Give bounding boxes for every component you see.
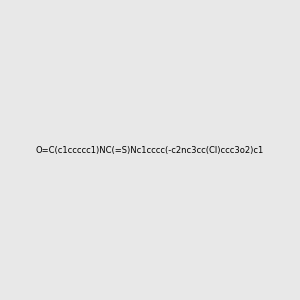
Text: O=C(c1ccccc1)NC(=S)Nc1cccc(-c2nc3cc(Cl)ccc3o2)c1: O=C(c1ccccc1)NC(=S)Nc1cccc(-c2nc3cc(Cl)c… <box>36 146 264 154</box>
